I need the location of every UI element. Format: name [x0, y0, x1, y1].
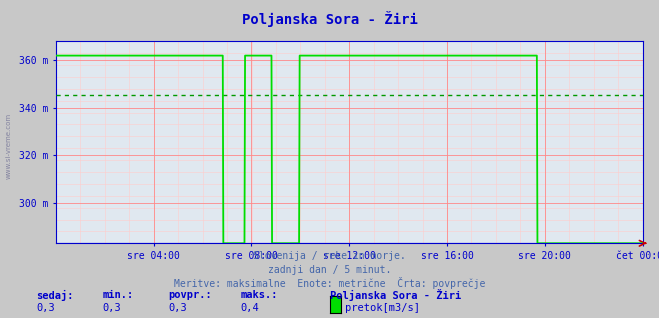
Text: 0,3: 0,3	[102, 302, 121, 313]
Text: pretok[m3/s]: pretok[m3/s]	[345, 302, 420, 313]
Text: povpr.:: povpr.:	[168, 290, 212, 300]
Text: 0,3: 0,3	[168, 302, 186, 313]
Text: min.:: min.:	[102, 290, 133, 300]
Text: Meritve: maksimalne  Enote: metrične  Črta: povprečje: Meritve: maksimalne Enote: metrične Črta…	[174, 277, 485, 289]
Text: Slovenija / reke in morje.: Slovenija / reke in morje.	[253, 251, 406, 261]
Text: 0,4: 0,4	[241, 302, 259, 313]
Text: sedaj:: sedaj:	[36, 290, 74, 301]
Text: 0,3: 0,3	[36, 302, 55, 313]
Text: maks.:: maks.:	[241, 290, 278, 300]
Text: Poljanska Sora - Žiri: Poljanska Sora - Žiri	[330, 289, 461, 301]
Text: www.si-vreme.com: www.si-vreme.com	[5, 113, 12, 179]
Text: zadnji dan / 5 minut.: zadnji dan / 5 minut.	[268, 265, 391, 275]
Text: Poljanska Sora - Žiri: Poljanska Sora - Žiri	[242, 11, 417, 27]
